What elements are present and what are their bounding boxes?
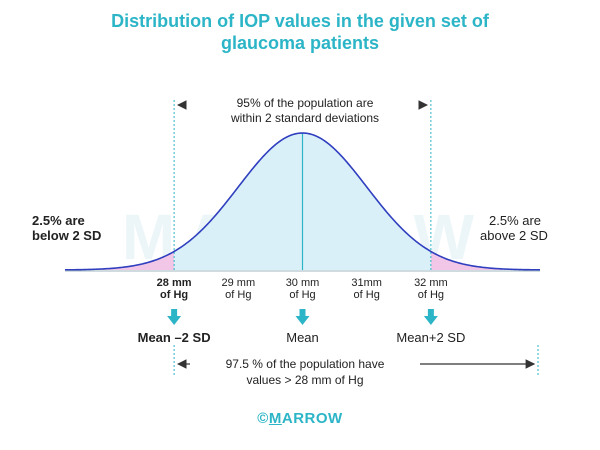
- footer-brand-rest: ARROW: [281, 410, 343, 427]
- x-tick-label-line-1: 28 mm: [156, 277, 192, 289]
- x-tick-label-line-2: of Hg: [417, 289, 445, 301]
- marker-arrow-head: [423, 316, 438, 325]
- x-tick-label: 31mm of Hg: [332, 277, 402, 301]
- marker-arrow-head: [295, 316, 310, 325]
- left-tail-label-line-2: below 2 SD: [32, 228, 102, 243]
- chart-title-line-2: glaucoma patients: [220, 33, 380, 53]
- marker-arrow-shaft: [171, 309, 178, 317]
- top-annotation-line-2: within 2 standard deviations: [230, 111, 380, 125]
- x-tick-label: 32 mm of Hg: [396, 277, 466, 301]
- marker-label-mean-plus-2sd: Mean+2 SD: [396, 330, 466, 345]
- x-tick-label-line-1: 30 mm: [285, 277, 320, 289]
- left-tail-label-line-1: 2.5% are: [32, 213, 85, 228]
- marker-arrow-shaft: [299, 309, 306, 317]
- top-annotation-line-1: 95% of the population are: [236, 96, 374, 110]
- left-tail-area: [65, 251, 175, 270]
- x-tick-label-line-2: of Hg: [160, 289, 189, 301]
- distribution-curve: [64, 132, 541, 271]
- footer-brand: ©MARROW: [0, 410, 600, 427]
- x-tick-label-line-2: of Hg: [289, 289, 316, 301]
- x-tick-label-line-1: 29 mm: [221, 277, 256, 289]
- x-tick-label: 29 mm of Hg: [203, 277, 273, 301]
- x-tick-label-line-1: 32 mm: [414, 277, 448, 289]
- chart-title-line-1: Distribution of IOP values in the given …: [111, 11, 489, 31]
- bottom-annotation-line-1: 97.5 % of the population have: [225, 357, 385, 371]
- right-tail-label-line-1: 2.5% are: [489, 213, 542, 228]
- bottom-annotation-line-2: values > 28 mm of Hg: [246, 373, 364, 387]
- marker-arrow-shaft: [427, 309, 434, 317]
- x-tick-label-line-1: 31mm: [351, 277, 382, 289]
- footer-brand-initial: M: [268, 410, 282, 427]
- right-tail-label-line-2: above 2 SD: [480, 228, 548, 243]
- copyright-symbol: ©: [257, 410, 269, 427]
- x-tick-label-line-2: of Hg: [225, 289, 252, 301]
- marker-label-mean: Mean: [286, 330, 319, 345]
- marker-label-mean-minus-2sd: Mean –2 SD: [137, 330, 211, 345]
- x-tick-label-line-2: of Hg: [353, 289, 380, 301]
- x-tick-label: 28 mm of Hg: [139, 277, 209, 301]
- marker-arrow-head: [167, 316, 182, 325]
- right-tail-area: [430, 251, 540, 270]
- x-tick-label: 30 mm of Hg: [268, 277, 338, 301]
